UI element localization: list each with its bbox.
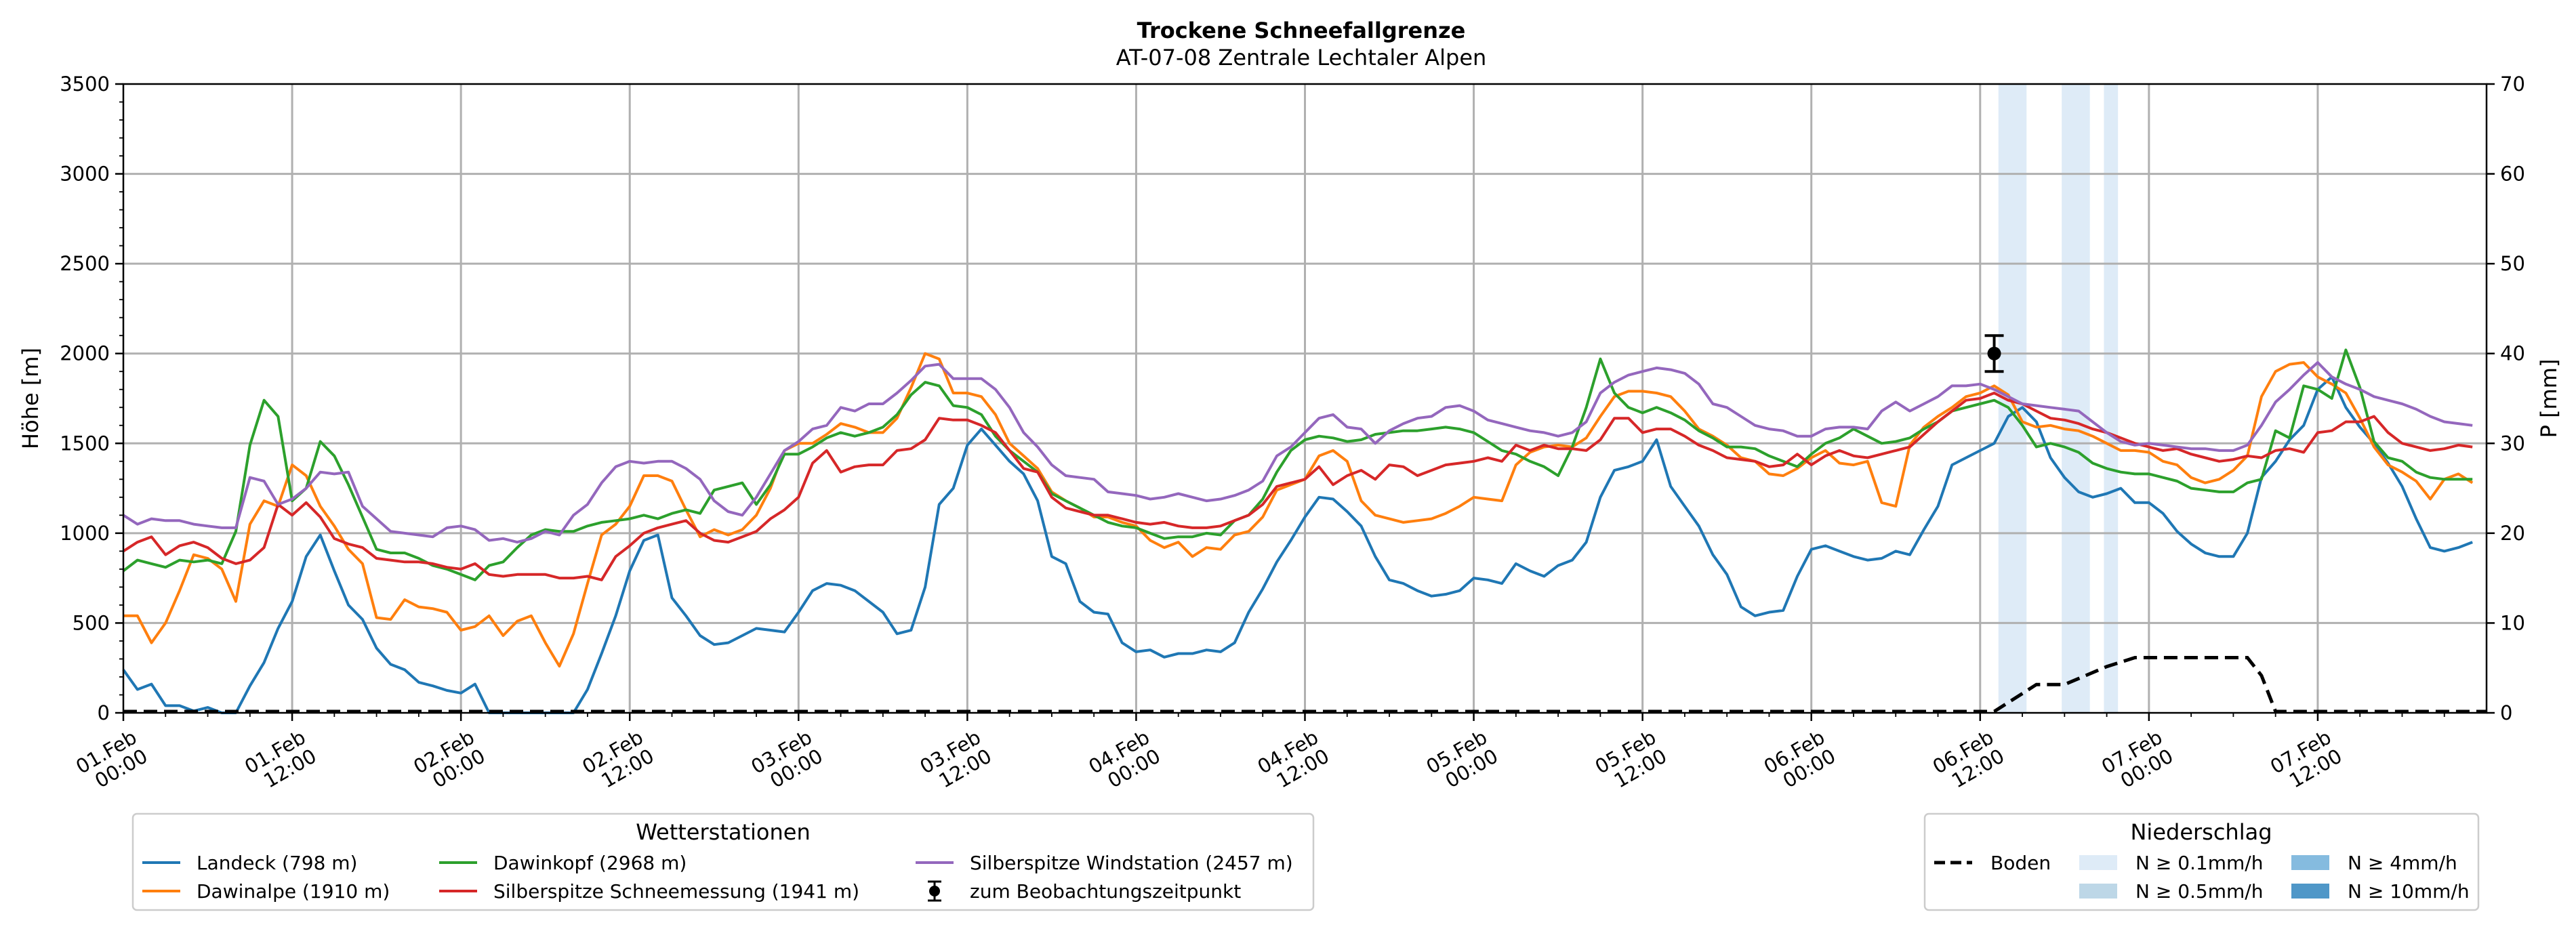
legend-precip-label-2: N ≥ 0.5mm/h	[2135, 880, 2263, 903]
x-tick-label: 03.Feb00:00	[747, 726, 826, 798]
legend-precip-swatch-1	[2079, 855, 2117, 870]
y2-tick-label: 10	[2500, 611, 2525, 634]
legend-precipitation: Niederschlag Boden N ≥ 0.1mm/h N ≥ 0.5mm/h…	[1923, 812, 2480, 911]
y-tick-label: 3500	[60, 73, 110, 96]
precipitation-bands	[1998, 84, 2119, 713]
y-tick-label: 1500	[60, 432, 110, 455]
y-tick-label: 2500	[60, 252, 110, 275]
x-tick-label: 01.Feb12:00	[241, 726, 320, 798]
series-line-4	[122, 361, 2473, 544]
chart-title: Trockene Schneefallgrenze	[1137, 18, 1466, 43]
series-line-3	[122, 392, 2473, 581]
series-lines	[122, 348, 2474, 714]
y2-tick-label: 20	[2500, 522, 2525, 545]
legend-label-4: Silberspitze Windstation (2457 m)	[970, 852, 1293, 874]
x-tick-label: 07.Feb12:00	[2266, 726, 2346, 798]
axis-ticks: 0 500 1000 1500 2000 2500 3000 3500 0 10 20 30 40 50 6…	[60, 73, 2525, 798]
x-tick-label: 05.Feb00:00	[1423, 726, 1502, 798]
y2-tick-label: 30	[2500, 432, 2525, 455]
legend-precip-swatch-4	[2291, 884, 2329, 899]
legend-label-5: zum Beobachtungszeitpunkt	[970, 880, 1241, 903]
y2-tick-label: 60	[2500, 163, 2525, 186]
x-tick-label: 02.Feb12:00	[578, 726, 657, 798]
legend-obs-point	[929, 886, 940, 896]
x-tick-label: 04.Feb12:00	[1254, 726, 1333, 798]
legend-precip-swatch-2	[2079, 884, 2117, 899]
x-tick-label: 07.Feb00:00	[2098, 726, 2177, 798]
legend-precip-label-3: N ≥ 4mm/h	[2348, 852, 2457, 874]
series-line-2	[122, 348, 2473, 581]
chart-subtitle: AT-07-08 Zentrale Lechtaler Alpen	[1116, 45, 1487, 70]
legend-label-1: Dawinalpe (1910 m)	[197, 880, 390, 903]
precip-band-1	[2062, 84, 2090, 713]
x-tick-label: 01.Feb00:00	[72, 726, 151, 798]
x-tick-label: 02.Feb00:00	[409, 726, 489, 798]
legend-label-2: Dawinkopf (2968 m)	[493, 852, 687, 874]
legend-precip-label-4: N ≥ 10mm/h	[2348, 880, 2470, 903]
y-tick-label: 0	[98, 701, 110, 724]
legend-stations-box	[131, 812, 1315, 911]
y-tick-label: 3000	[60, 163, 110, 186]
observation-marker	[1984, 334, 2004, 373]
legend-label-3: Silberspitze Schneemessung (1941 m)	[493, 880, 859, 903]
x-tick-label: 04.Feb00:00	[1085, 726, 1164, 798]
y-tick-label: 1000	[60, 522, 110, 545]
x-tick-label: 06.Feb12:00	[1929, 726, 2008, 798]
y-axis-label: Höhe [m]	[18, 348, 43, 449]
x-tick-label: 05.Feb12:00	[1591, 726, 1671, 798]
series-line-1	[123, 352, 2474, 668]
y-tick-label: 2000	[60, 342, 110, 365]
legend-precip-title: Niederschlag	[2130, 819, 2272, 845]
x-tick-label: 06.Feb00:00	[1760, 726, 1839, 798]
legend-precip-label-0: Boden	[1990, 852, 2051, 874]
y2-tick-label: 70	[2500, 73, 2525, 96]
ground-precip-line	[123, 656, 2487, 714]
y2-axis-label: P [mm]	[2536, 359, 2562, 438]
ground-line	[123, 656, 2487, 714]
observation-point	[1987, 346, 2001, 360]
legend-label-0: Landeck (798 m)	[197, 852, 357, 874]
y2-tick-label: 0	[2500, 701, 2512, 724]
legend-precip-label-1: N ≥ 0.1mm/h	[2135, 852, 2263, 874]
legend-precip-box	[1923, 812, 2480, 911]
y2-tick-label: 50	[2500, 252, 2525, 275]
precip-band-2	[2104, 84, 2119, 713]
legend-stations-title: Wetterstationen	[636, 819, 810, 845]
y-tick-label: 500	[73, 611, 110, 634]
grid	[123, 84, 2487, 713]
legend-stations: Wetterstationen Landeck (798 m) Dawinalpe…	[131, 812, 1315, 911]
series-line-0	[122, 375, 2473, 714]
y2-tick-label: 40	[2500, 342, 2525, 365]
x-tick-label: 03.Feb12:00	[916, 726, 995, 798]
legend-precip-swatch-3	[2291, 855, 2329, 870]
